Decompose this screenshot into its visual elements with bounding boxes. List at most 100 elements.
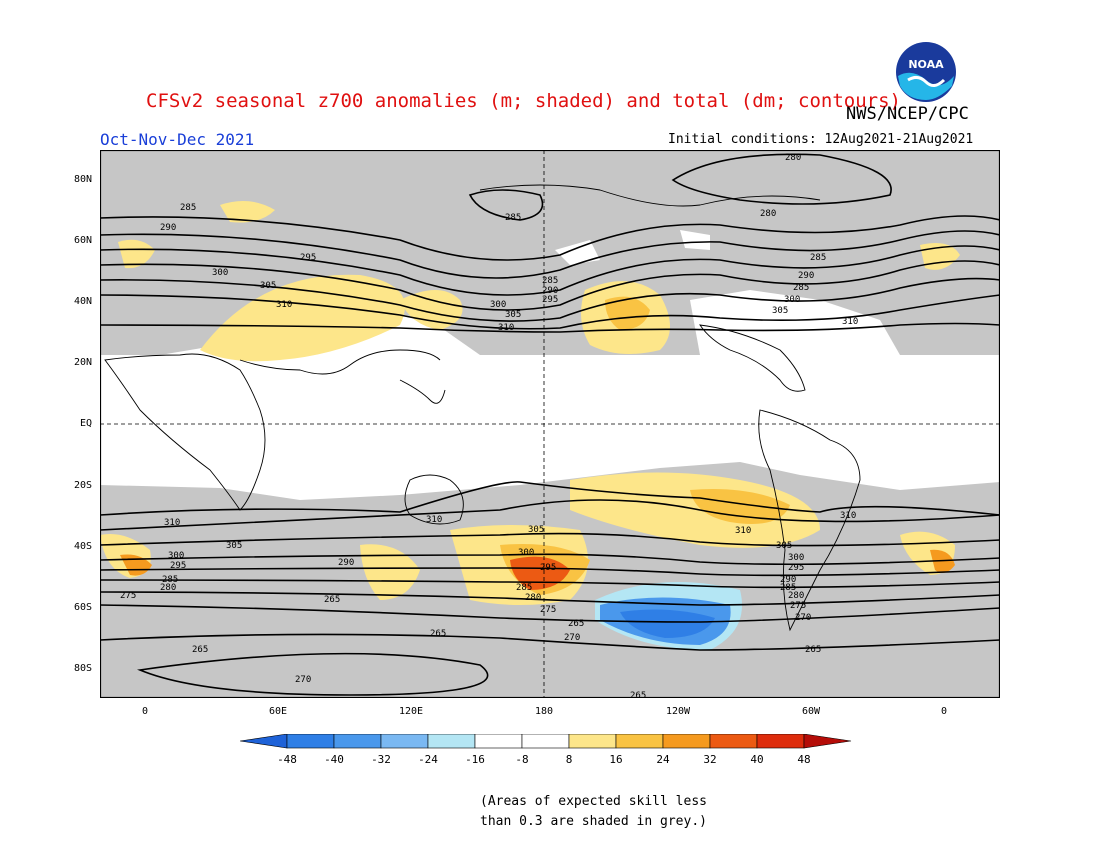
lat-label: EQ xyxy=(80,418,93,429)
lat-label: 60N xyxy=(74,235,93,246)
colorbar-swatches xyxy=(240,734,852,749)
lat-label: 20S xyxy=(74,480,93,491)
colorbar-label: 32 xyxy=(703,753,716,766)
map-title: CFSv2 seasonal z700 anomalies (m; shaded… xyxy=(146,90,901,112)
lat-label: 80S xyxy=(74,663,93,674)
contour-label: 300 xyxy=(168,551,184,561)
contour-label: 300 xyxy=(212,268,228,278)
lat-label: 20N xyxy=(74,357,93,368)
contour-label: 305 xyxy=(776,541,792,551)
agency-label: NWS/NCEP/CPC xyxy=(846,104,969,124)
contour-label: 290 xyxy=(338,558,354,568)
contour-label: 280 xyxy=(785,153,801,163)
colorbar-label: -32 xyxy=(371,753,391,766)
contour-labels: 285 290 300 305 310 295 285 285 290 295 … xyxy=(120,153,858,698)
skill-note-line-1: (Areas of expected skill less xyxy=(480,794,707,809)
contour-label: 285 xyxy=(793,283,809,293)
colorbar-swatch xyxy=(380,734,429,749)
colorbar-arrow-left xyxy=(240,734,288,749)
contour-label: 305 xyxy=(226,541,242,551)
colorbar-swatch xyxy=(568,734,617,749)
lat-label: 40S xyxy=(74,541,93,552)
contour-label: 295 xyxy=(540,563,556,573)
colorbar-label: 48 xyxy=(797,753,810,766)
lat-label: 60S xyxy=(74,602,93,613)
contour-label: 285 xyxy=(516,583,532,593)
colorbar-swatch xyxy=(333,734,382,749)
contour-label: 285 xyxy=(180,203,196,213)
contour-label: 295 xyxy=(542,295,558,305)
contour-label: 265 xyxy=(324,595,340,605)
contour-label: 285 xyxy=(810,253,826,263)
contour-label: 295 xyxy=(300,253,316,263)
contour-label: 275 xyxy=(790,601,806,611)
coastlines xyxy=(104,184,861,632)
colorbar-swatch xyxy=(662,734,711,749)
colorbar-swatch xyxy=(286,734,335,749)
anomaly-map: 285 290 300 305 310 295 285 285 290 295 … xyxy=(100,150,1000,698)
contour-label: 265 xyxy=(805,645,821,655)
colorbar-label: -16 xyxy=(465,753,485,766)
contour-label: 265 xyxy=(430,629,446,639)
contour-label: 300 xyxy=(788,553,804,563)
contour-label: 305 xyxy=(528,525,544,535)
colorbar-label: -48 xyxy=(277,753,297,766)
contour-label: 280 xyxy=(760,209,776,219)
contour-label: 310 xyxy=(840,511,856,521)
grid-lines xyxy=(100,150,1000,698)
lat-label: 40N xyxy=(74,296,93,307)
contour-label: 280 xyxy=(788,591,804,601)
colorbar-swatch xyxy=(756,734,805,749)
contour-label: 290 xyxy=(798,271,814,281)
contour-label: 265 xyxy=(192,645,208,655)
lon-label: 60W xyxy=(801,706,821,717)
colorbar-label: 24 xyxy=(656,753,670,766)
negative-anomalies xyxy=(595,582,742,650)
contour-label: 285 xyxy=(162,575,178,585)
contour-label: 270 xyxy=(795,613,811,623)
contour-label: 270 xyxy=(564,633,580,643)
contour-label: 300 xyxy=(490,300,506,310)
contour-label: 305 xyxy=(260,281,276,291)
colorbar-swatch xyxy=(521,734,570,749)
contour-label: 275 xyxy=(120,591,136,601)
contour-label: 300 xyxy=(518,548,534,558)
forecast-period: Oct-Nov-Dec 2021 xyxy=(100,130,255,149)
lon-label: 60E xyxy=(268,706,288,717)
skill-note: (Areas of expected skill less than 0.3 a… xyxy=(480,792,707,832)
lon-label: 0 xyxy=(940,706,948,717)
contour-label: 300 xyxy=(784,295,800,305)
lon-label: 0 xyxy=(141,706,149,717)
colorbar-label: -24 xyxy=(418,753,438,766)
contour-label: 310 xyxy=(426,515,442,525)
colorbar-label: -8 xyxy=(515,753,528,766)
contour-label: 275 xyxy=(540,605,556,615)
contour-label: 285 xyxy=(780,583,796,593)
contour-label: 295 xyxy=(788,563,804,573)
lon-label: 120W xyxy=(665,706,691,717)
skill-note-line-2: than 0.3 are shaded in grey.) xyxy=(480,814,707,829)
contour-label: 310 xyxy=(164,518,180,528)
colorbar-swatch xyxy=(615,734,664,749)
contour-label: 290 xyxy=(780,575,796,585)
colorbar-swatch xyxy=(474,734,523,749)
colorbar: -48 -40 -32 -24 -16 -8 8 16 24 32 40 48 xyxy=(240,734,852,766)
height-contours xyxy=(100,153,1000,696)
svg-text:NOAA: NOAA xyxy=(908,58,944,71)
colorbar-swatch xyxy=(427,734,476,749)
contour-label: 280 xyxy=(525,593,541,603)
contour-label: 285 xyxy=(505,213,521,223)
contour-label: 265 xyxy=(630,691,646,698)
colorbar-swatch xyxy=(709,734,758,749)
contour-label: 310 xyxy=(498,323,514,333)
colorbar-label: 40 xyxy=(750,753,763,766)
contour-label: 310 xyxy=(276,300,292,310)
contour-label: 290 xyxy=(160,223,176,233)
contour-label: 305 xyxy=(505,310,521,320)
contour-label: 310 xyxy=(842,317,858,327)
noaa-logo-icon: NOAA xyxy=(896,42,956,102)
contour-label: 290 xyxy=(542,286,558,296)
contour-label: 285 xyxy=(542,276,558,286)
colorbar-label: 16 xyxy=(609,753,622,766)
initial-conditions: Initial conditions: 12Aug2021-21Aug2021 xyxy=(668,132,974,147)
